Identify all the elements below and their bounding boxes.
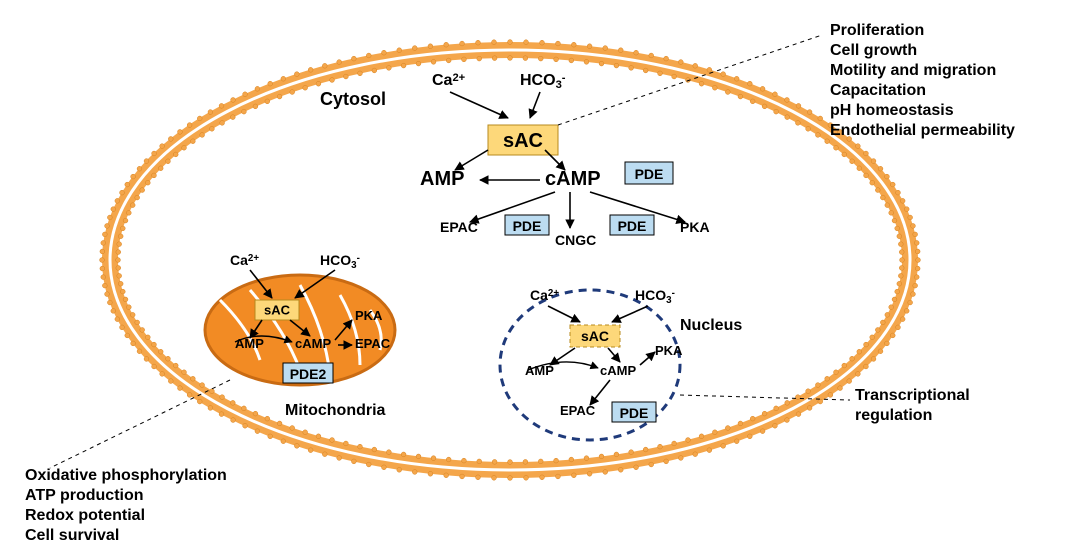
nucleus-pka: PKA (655, 343, 683, 358)
arrow-hco3-sac (530, 92, 540, 118)
chem-label: HCO3- (520, 72, 566, 91)
fn-mito-3: Cell survival (25, 527, 119, 543)
fn-mito-2: Redox potential (25, 507, 145, 524)
chem-label: Ca2+ (230, 252, 259, 268)
chem-label: HCO3- (635, 287, 675, 306)
cytosol-sac-box-text: sAC (503, 130, 543, 152)
arrow-sac-amp (455, 150, 488, 170)
cytosol-amp: AMP (420, 168, 464, 190)
fn-nucleus-1: regulation (855, 407, 932, 424)
nucleus-pde-text: PDE (620, 405, 649, 421)
nucleus-sac-box-text: sAC (581, 328, 609, 344)
mito-amp: AMP (235, 336, 264, 351)
fn-cytosol-0: Proliferation (830, 22, 924, 39)
mito-camp: cAMP (295, 336, 331, 351)
chem-label: Ca2+ (530, 287, 559, 303)
arrow-ca-sac (450, 92, 508, 118)
cytosol-cngc: CNGC (555, 232, 596, 248)
mito-pka: PKA (355, 308, 383, 323)
mito-pde2-text: PDE2 (290, 366, 327, 382)
fn-mito-0: Oxidative phosphorylation (25, 467, 227, 484)
fn-cytosol-3: Capacitation (830, 82, 926, 99)
fn-cytosol-2: Motility and migration (830, 62, 996, 79)
cytosol-pde-right-text: PDE (635, 166, 664, 182)
nucleus-label: Nucleus (680, 317, 742, 334)
arrow-n-camp-epac (590, 380, 610, 405)
arrow-n-camp-pka (640, 352, 655, 365)
mito-epac: EPAC (355, 336, 391, 351)
diagram-canvas: Cytosol Ca2+ HCO3- sAC AMP cAMP PDE EPAC PDE CNGC… (0, 0, 1080, 543)
chem-label: Ca2+ (432, 72, 466, 89)
cytosol-pde-l-text: PDE (513, 218, 542, 234)
fn-mito-1: ATP production (25, 487, 144, 504)
arrow-n-ca-sac (548, 306, 580, 322)
cytosol-camp: cAMP (545, 168, 601, 190)
arrow-n-hco3-sac (612, 306, 648, 322)
fn-nucleus-0: Transcriptional (855, 387, 970, 404)
arrow-n-sac-camp (608, 348, 620, 362)
nucleus-camp: cAMP (600, 363, 636, 378)
chem-label: HCO3- (320, 252, 360, 271)
fn-cytosol-5: Endothelial permeability (830, 122, 1015, 139)
mito-label: Mitochondria (285, 402, 386, 419)
fn-cytosol-4: pH homeostasis (830, 102, 954, 119)
cytosol-pde-r-text: PDE (618, 218, 647, 234)
cytosol-label: Cytosol (320, 89, 386, 109)
fn-cytosol-1: Cell growth (830, 42, 917, 59)
mito-sac-box-text: sAC (264, 303, 291, 318)
